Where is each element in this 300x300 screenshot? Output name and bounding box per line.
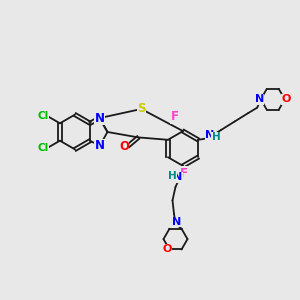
Text: N: N — [172, 217, 181, 227]
Text: N: N — [94, 112, 105, 124]
Text: N: N — [173, 172, 182, 182]
Text: Cl: Cl — [38, 111, 49, 121]
Text: F: F — [180, 167, 188, 180]
Text: H: H — [212, 132, 220, 142]
Text: N: N — [206, 130, 215, 140]
Text: O: O — [119, 140, 129, 154]
Text: N: N — [255, 94, 264, 104]
Text: H: H — [167, 171, 176, 181]
Text: S: S — [137, 103, 146, 116]
Text: Cl: Cl — [38, 143, 49, 153]
Text: O: O — [282, 94, 291, 104]
Text: F: F — [171, 110, 178, 124]
Text: N: N — [94, 140, 105, 152]
Text: O: O — [162, 244, 172, 254]
